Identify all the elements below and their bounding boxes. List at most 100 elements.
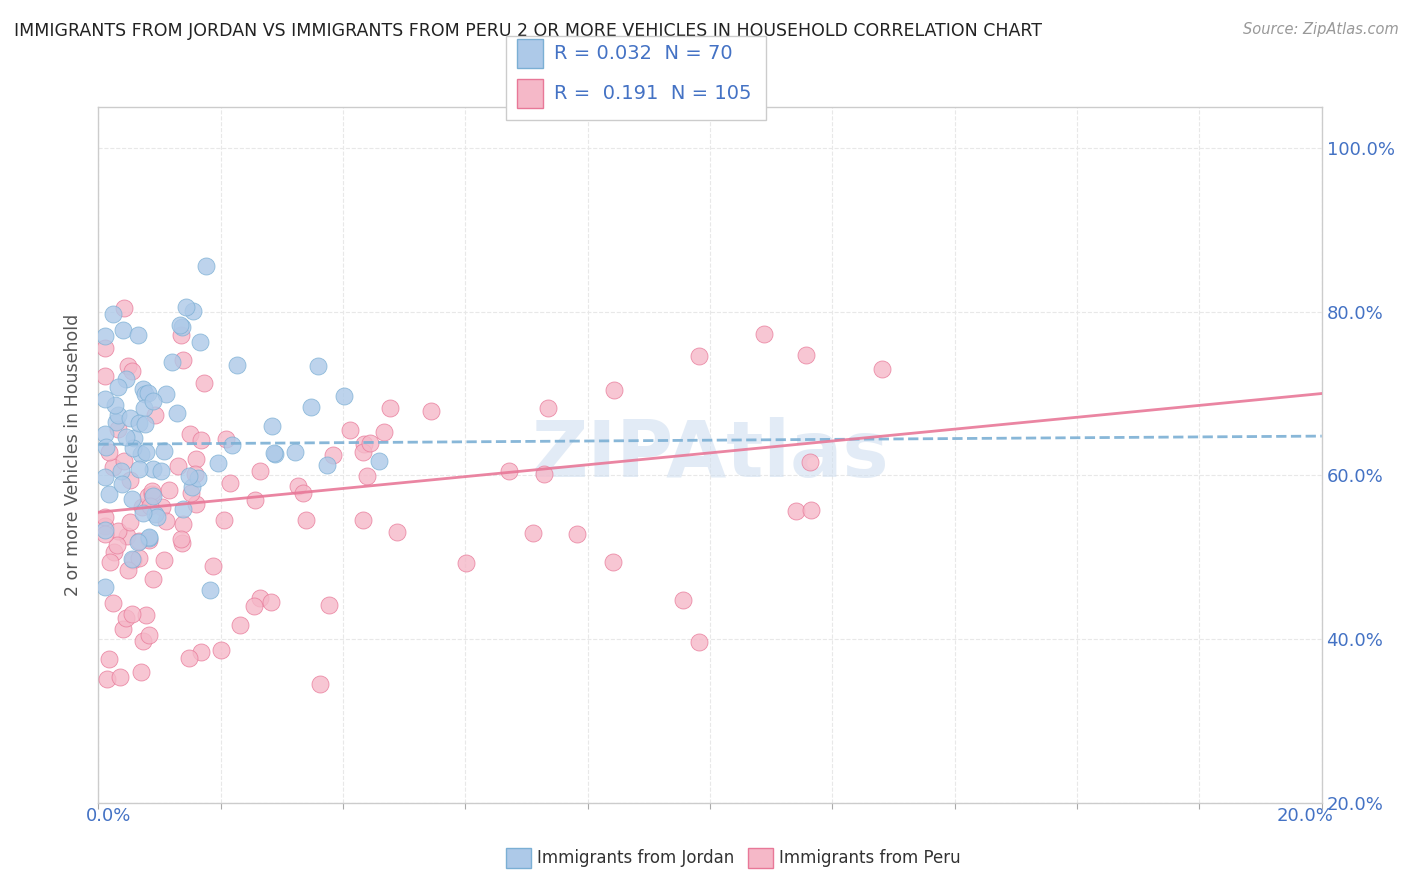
Point	[107, 422, 129, 436]
Point	[284, 444, 307, 458]
Point	[134, 417, 156, 431]
Point	[98, 555, 121, 569]
Point	[129, 665, 152, 679]
Point	[180, 486, 202, 500]
Point	[96, 672, 118, 686]
Point	[333, 388, 356, 402]
Point	[352, 445, 374, 459]
Point	[243, 599, 266, 613]
Point	[97, 445, 120, 459]
Point	[97, 487, 120, 501]
Point	[602, 555, 624, 569]
Point	[187, 471, 209, 485]
Point	[138, 532, 160, 546]
Point	[142, 394, 165, 409]
Point	[263, 447, 285, 461]
Point	[221, 438, 243, 452]
Point	[114, 430, 136, 444]
Point	[169, 318, 191, 332]
Point	[800, 502, 823, 516]
Point	[93, 510, 115, 524]
Point	[294, 513, 316, 527]
Point	[228, 617, 250, 632]
Point	[142, 573, 165, 587]
Point	[128, 416, 150, 430]
Point	[93, 580, 115, 594]
Point	[688, 635, 710, 649]
Point	[118, 473, 141, 487]
Point	[131, 382, 153, 396]
Point	[101, 596, 124, 610]
Point	[117, 359, 139, 373]
Point	[179, 650, 201, 665]
Point	[522, 525, 544, 540]
Point	[262, 418, 284, 433]
Point	[170, 532, 193, 546]
Point	[101, 460, 124, 475]
Point	[103, 545, 125, 559]
Point	[207, 456, 229, 470]
Point	[111, 477, 134, 491]
Point	[138, 499, 160, 513]
Point	[93, 329, 115, 343]
Text: ZIPAtlas: ZIPAtlas	[531, 417, 889, 493]
Point	[259, 595, 281, 609]
Point	[184, 467, 207, 481]
Point	[127, 328, 149, 343]
Point	[794, 348, 817, 362]
Text: IMMIGRANTS FROM JORDAN VS IMMIGRANTS FROM PERU 2 OR MORE VEHICLES IN HOUSEHOLD C: IMMIGRANTS FROM JORDAN VS IMMIGRANTS FRO…	[14, 22, 1042, 40]
Point	[127, 535, 149, 549]
Text: R = 0.032  N = 70: R = 0.032 N = 70	[554, 44, 733, 63]
Point	[110, 464, 132, 478]
Point	[94, 342, 117, 356]
Point	[385, 524, 408, 539]
Point	[565, 526, 588, 541]
Point	[186, 497, 208, 511]
Point	[785, 504, 807, 518]
Point	[117, 563, 139, 577]
Point	[143, 508, 166, 522]
Point	[287, 479, 309, 493]
Point	[309, 676, 332, 690]
Point	[249, 464, 271, 478]
Text: Immigrants from Peru: Immigrants from Peru	[779, 849, 960, 867]
Point	[339, 423, 361, 437]
Point	[537, 401, 560, 415]
Point	[263, 446, 285, 460]
Point	[120, 410, 142, 425]
Point	[93, 392, 115, 406]
Point	[218, 475, 240, 490]
Point	[136, 386, 159, 401]
Point	[498, 464, 520, 478]
Point	[104, 398, 127, 412]
Point	[141, 483, 163, 498]
Point	[94, 440, 117, 454]
Point	[121, 364, 143, 378]
Point	[172, 502, 194, 516]
Point	[93, 369, 115, 384]
Point	[138, 627, 160, 641]
Point	[146, 510, 169, 524]
Text: 0.0%: 0.0%	[86, 807, 132, 825]
Text: 20.0%: 20.0%	[1277, 807, 1334, 825]
Point	[107, 408, 129, 422]
Point	[107, 380, 129, 394]
Point	[135, 444, 157, 458]
Point	[135, 607, 157, 622]
Point	[215, 433, 238, 447]
Point	[225, 358, 247, 372]
Text: Immigrants from Jordan: Immigrants from Jordan	[537, 849, 734, 867]
Point	[122, 553, 145, 567]
Point	[121, 491, 143, 506]
Point	[128, 533, 150, 548]
Point	[143, 408, 166, 422]
Point	[688, 349, 710, 363]
Point	[132, 401, 155, 416]
Point	[356, 469, 378, 483]
Point	[166, 406, 188, 420]
Point	[134, 386, 156, 401]
Point	[155, 514, 177, 528]
Point	[111, 623, 134, 637]
Point	[193, 376, 215, 390]
Point	[181, 303, 204, 318]
